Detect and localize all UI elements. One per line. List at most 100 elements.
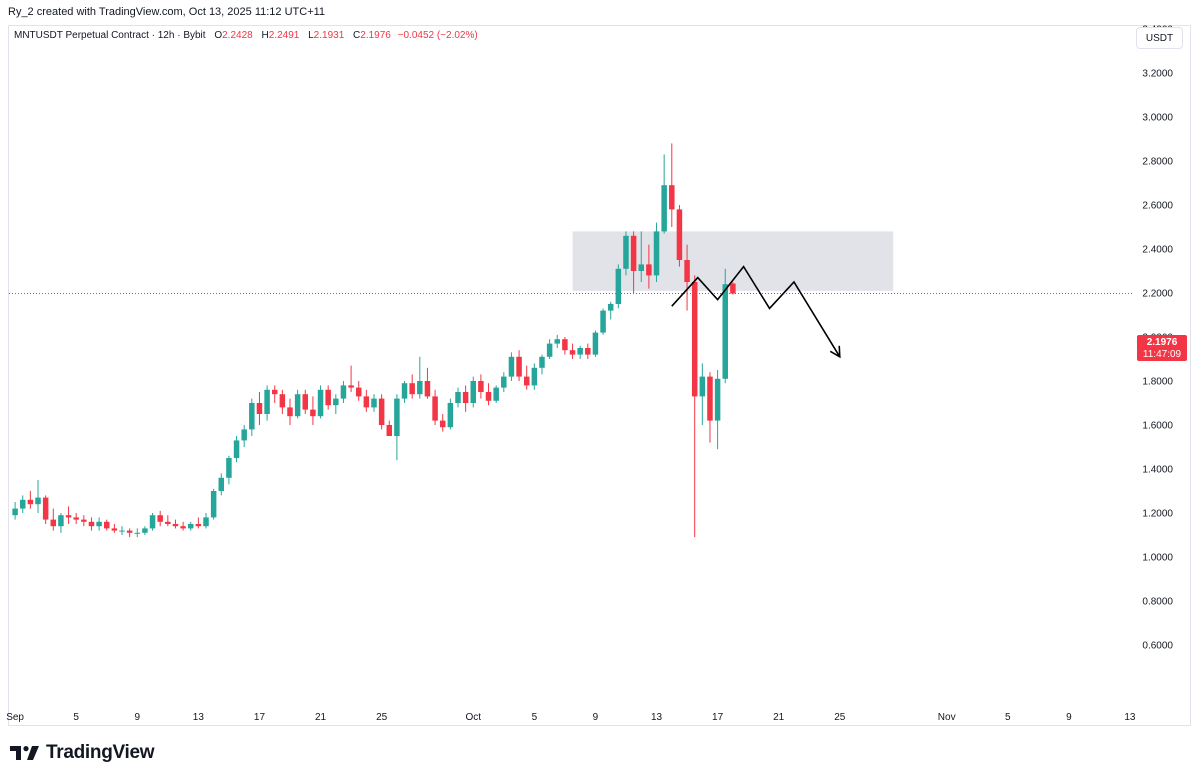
symbol-legend: MNTUSDT Perpetual Contract · 12h · Bybit…	[14, 30, 478, 41]
candle-body	[65, 515, 72, 518]
candle	[50, 508, 57, 531]
candle	[714, 370, 721, 450]
time-tick-label: 9	[135, 712, 141, 723]
candle-body	[58, 515, 64, 527]
candle-body	[439, 420, 446, 428]
candle	[233, 436, 240, 463]
candle-body	[96, 521, 102, 527]
low-value: 2.1931	[313, 30, 345, 41]
time-tick-label: 25	[834, 712, 846, 723]
candle	[646, 244, 652, 289]
candle-body	[554, 339, 561, 344]
candle-body	[348, 385, 354, 388]
price-tick-label: 0.8000	[1142, 597, 1173, 608]
candle-body	[241, 429, 247, 441]
candle	[585, 343, 591, 359]
candle	[65, 506, 72, 524]
candle	[88, 517, 95, 531]
candle	[653, 222, 660, 282]
candle-body	[501, 376, 507, 388]
candle	[478, 374, 484, 399]
time-tick-label: 9	[593, 712, 599, 723]
candle-body	[294, 394, 301, 417]
candle-body	[340, 385, 347, 399]
candle-body	[126, 530, 133, 533]
time-tick-label: Nov	[938, 712, 956, 723]
tradingview-wordmark: TradingView	[46, 742, 155, 763]
candle-body	[50, 519, 57, 527]
candle-body	[333, 398, 339, 406]
candle	[378, 394, 385, 430]
candle-body	[310, 409, 316, 417]
candle-body	[35, 497, 41, 505]
candle-body	[707, 376, 713, 421]
high-value: 2.2491	[268, 30, 300, 41]
change-value: −0.0452 (−2.02%)	[397, 30, 478, 41]
low-label: L	[308, 30, 314, 41]
candle-body	[187, 524, 194, 529]
time-tick-label: 5	[532, 712, 538, 723]
candle-body	[226, 458, 232, 478]
candle	[485, 383, 492, 406]
candle-body	[134, 532, 141, 534]
last-price-badge	[1137, 335, 1187, 361]
candle	[203, 513, 209, 529]
candle	[165, 515, 171, 527]
candle	[600, 308, 606, 335]
candle-body	[19, 499, 26, 509]
time-tick-label: Sep	[6, 712, 24, 723]
candle	[592, 330, 599, 357]
candle	[134, 528, 141, 538]
candle	[96, 517, 102, 531]
candle-body	[546, 343, 553, 357]
candle-body	[233, 440, 240, 458]
candle	[271, 385, 278, 403]
candle-body	[607, 304, 614, 311]
candle	[386, 420, 393, 436]
candle-body	[493, 387, 499, 401]
price-tick-label: 3.2000	[1142, 69, 1173, 80]
candle-body	[371, 398, 377, 408]
candle	[363, 389, 370, 412]
candle	[401, 381, 408, 403]
last-price-value: 2.1976	[1147, 337, 1178, 348]
candle	[722, 268, 728, 384]
candle-body	[691, 282, 698, 397]
candle-body	[325, 389, 331, 406]
projection-path[interactable]	[671, 265, 841, 358]
time-tick-label: 17	[254, 712, 266, 723]
price-tick-label: 2.2000	[1142, 289, 1173, 300]
candle	[210, 488, 217, 520]
time-tick-label: 21	[773, 712, 785, 723]
candle	[302, 389, 309, 414]
candle-body	[516, 356, 522, 377]
currency-button[interactable]: USDT	[1136, 27, 1183, 49]
candle-body	[424, 381, 431, 397]
time-tick-label: 13	[193, 712, 205, 723]
price-tick-label: 1.6000	[1142, 421, 1173, 432]
candle-body	[646, 264, 652, 276]
candle	[287, 398, 293, 425]
candle	[439, 414, 446, 432]
candle-body	[218, 477, 225, 491]
candle	[241, 425, 247, 447]
candle-body	[180, 526, 186, 529]
candle-body	[630, 235, 637, 271]
candle	[103, 519, 110, 531]
candle	[615, 264, 622, 309]
candle-body	[88, 521, 95, 527]
candle	[157, 510, 163, 527]
candle-body	[508, 356, 515, 377]
candle	[348, 365, 354, 392]
candle	[187, 521, 194, 531]
time-tick-label: 9	[1066, 712, 1072, 723]
close-label: C	[353, 30, 361, 41]
price-tick-label: 1.2000	[1142, 509, 1173, 520]
candle	[180, 521, 186, 531]
time-axis[interactable]: Sep 5 9 13 17 21 25 Oct 5 9 13 17 21 25 Nov 5 9 13	[6, 712, 1136, 723]
candle	[432, 389, 438, 425]
candle-body	[103, 521, 110, 529]
candle	[661, 154, 667, 234]
bar-countdown: 11:47:09	[1143, 349, 1182, 360]
